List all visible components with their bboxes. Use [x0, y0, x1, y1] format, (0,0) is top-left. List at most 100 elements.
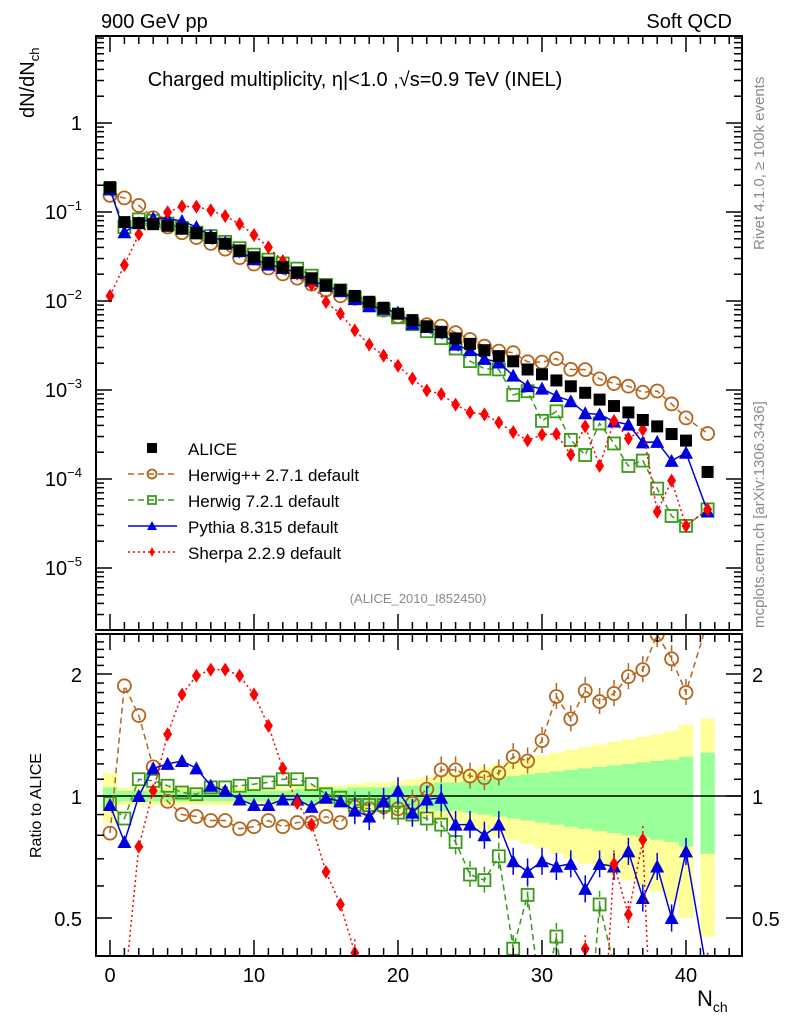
main-point-sherpa	[703, 502, 713, 517]
main-point-sherpa	[105, 288, 115, 303]
ratio-point-herwigpppp	[131, 708, 147, 723]
ratio-band-stat	[621, 763, 636, 836]
ratio-band-stat	[650, 761, 665, 840]
main-panel: 1 10−1 10−2 10−3 10−4 10−5 Charged multiplici…	[17, 35, 743, 631]
main-point-sherpa	[638, 422, 648, 437]
main-point-alice	[190, 227, 203, 240]
legend: ALICE Herwig++ 2.7.1 default Herwig 7.2.1 …	[128, 440, 359, 563]
ratio-point-pythia	[506, 854, 521, 868]
ratio-point-sherpa	[191, 668, 201, 683]
ratio-point-pythia	[160, 756, 175, 770]
ratio-point-sherpa	[307, 817, 317, 832]
ratio-point-herwigpppp	[102, 825, 118, 841]
ratio-band-stat	[534, 772, 550, 823]
main-point-alice	[478, 344, 491, 357]
ratio-point-herwigpppp	[232, 821, 248, 837]
x-tick-label: 40	[675, 965, 697, 987]
main-point-pythia	[563, 394, 578, 408]
analysis-id: (ALICE_2010_I852450)	[350, 591, 487, 606]
main-point-pythia	[578, 406, 593, 420]
main-point-sherpa	[263, 240, 273, 255]
ylabel-main-part: dN/dN	[17, 61, 39, 118]
main-point-sherpa	[580, 419, 590, 434]
main-point-alice	[521, 363, 534, 376]
y-tick-label: 1	[71, 113, 82, 135]
main-point-alice	[536, 368, 548, 381]
ratio-band-stat	[578, 768, 593, 829]
main-point-herwigpppp	[131, 198, 147, 213]
ratio-y-tick-label-left: 0.5	[54, 909, 82, 931]
ratio-point-pythia	[679, 844, 693, 858]
x-tick-label: 10	[243, 965, 265, 987]
main-point-alice	[233, 244, 246, 257]
ratio-point-pythia	[463, 817, 477, 831]
main-point-alice	[449, 332, 462, 345]
ratio-point-sherpa	[609, 856, 619, 871]
ratio-point-pythia	[635, 891, 650, 905]
y-tick-label: 10−5	[45, 554, 82, 580]
ratio-point-pythia	[549, 859, 564, 873]
ratio-point-sherpa	[120, 984, 129, 998]
ratio-point-sherpa	[177, 687, 187, 702]
main-point-alice	[406, 314, 419, 327]
main-point-herwig	[635, 453, 650, 468]
ratio-band-stat	[592, 766, 607, 831]
legend-marker	[147, 521, 157, 530]
ratio-point-sherpa	[148, 783, 158, 798]
main-point-alice	[305, 272, 318, 285]
ratio-point-herwig	[131, 772, 146, 787]
main-point-herwigpppp	[606, 376, 622, 391]
ratio-point-herwigpppp	[188, 809, 204, 824]
main-point-herwigpppp	[649, 383, 665, 399]
ratio-point-herwigpppp	[635, 662, 651, 678]
main-point-pythia	[664, 453, 679, 467]
main-point-alice	[219, 237, 232, 250]
main-point-sherpa	[494, 415, 504, 430]
ratio-point-herwigpppp	[505, 749, 521, 765]
ratio-point-herwigpppp	[433, 762, 449, 778]
main-point-herwig	[621, 459, 636, 473]
ratio-point-pythia	[247, 798, 261, 812]
y-tick-label: 10−1	[45, 198, 82, 224]
ratio-point-pythia	[391, 783, 405, 797]
ratio-point-pythia	[362, 809, 377, 823]
main-point-alice	[161, 219, 174, 232]
ratio-y-tick-label-right: 0.5	[752, 909, 780, 931]
main-point-herwigpppp	[678, 410, 694, 426]
ratio-point-pythia	[146, 761, 161, 775]
ratio-point-pythia	[491, 817, 506, 831]
ratio-point-herwigpppp	[678, 685, 694, 700]
main-point-sherpa	[508, 425, 518, 440]
ratio-point-herwig	[702, 960, 714, 972]
ratio-point-herwigpppp	[332, 815, 348, 830]
ratio-point-sherpa	[379, 1007, 388, 1021]
ratio-point-pythia	[275, 792, 290, 806]
ratio-point-pythia	[347, 803, 362, 817]
main-point-sherpa	[393, 358, 403, 373]
main-point-sherpa	[119, 257, 129, 272]
ratio-point-herwig	[189, 787, 204, 802]
main-point-alice	[132, 217, 145, 230]
main-point-pythia	[635, 435, 650, 449]
main-line-herwig	[109, 188, 709, 527]
ratio-point-herwigpppp	[534, 733, 550, 748]
main-point-sherpa	[321, 294, 331, 309]
main-point-sherpa	[163, 205, 173, 220]
main-point-herwigpppp	[563, 361, 579, 377]
main-point-sherpa	[364, 337, 374, 352]
main-point-herwigpppp	[621, 378, 636, 394]
ratio-point-sherpa	[365, 984, 374, 998]
main-point-sherpa	[667, 473, 677, 488]
legend-marker	[147, 443, 157, 453]
main-point-alice	[651, 420, 664, 433]
ratio-point-sherpa	[667, 1001, 676, 1015]
header-left-label: 900 GeV pp	[101, 11, 208, 33]
main-point-herwig	[664, 509, 679, 523]
ratio-point-herwig	[463, 867, 477, 882]
main-point-sherpa	[436, 387, 446, 402]
ratio-point-herwigpppp	[289, 815, 305, 830]
ratio-point-herwigpppp	[664, 651, 679, 667]
ratio-point-pythia	[563, 856, 578, 870]
ratio-point-herwig	[520, 888, 535, 902]
